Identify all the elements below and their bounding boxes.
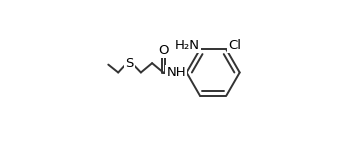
Text: Cl: Cl: [228, 39, 241, 52]
Text: NH: NH: [166, 66, 186, 79]
Text: S: S: [125, 57, 133, 70]
Text: O: O: [158, 44, 168, 57]
Text: H₂N: H₂N: [175, 39, 200, 52]
